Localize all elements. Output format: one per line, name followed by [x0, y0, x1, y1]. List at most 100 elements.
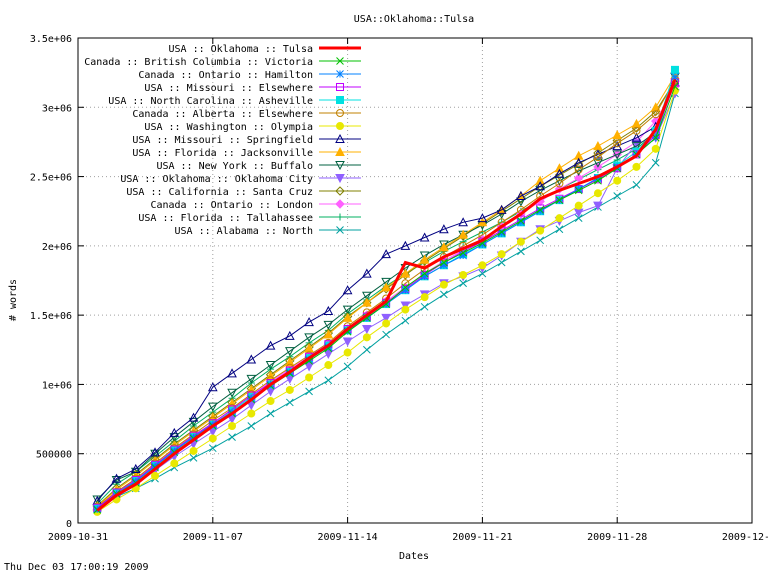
series-point [336, 213, 344, 221]
series-point [496, 204, 507, 214]
series-point [420, 293, 429, 302]
series-point [247, 409, 256, 418]
series-point [439, 242, 449, 252]
series-point [170, 447, 179, 455]
legend-label: USA :: Florida :: Jacksonville [132, 148, 313, 159]
series-point [555, 225, 564, 234]
series-point [612, 135, 622, 146]
y-tick-label: 500000 [36, 450, 72, 461]
series-point [555, 196, 564, 204]
y-axis-label: # words [8, 279, 19, 321]
series-point [401, 286, 410, 295]
series-point [284, 347, 295, 357]
series-point [458, 217, 468, 227]
series-point [336, 122, 344, 130]
series-point [336, 57, 344, 65]
series-point [335, 133, 345, 143]
series-point [535, 186, 546, 196]
series-point [227, 388, 237, 398]
legend-label: USA :: Missouri :: Springfield [132, 135, 313, 146]
series-point [477, 213, 488, 223]
series-point [336, 226, 344, 234]
series-point [189, 454, 198, 462]
legend-label: Canada :: British Columbia :: Victoria [84, 57, 313, 68]
series-point [536, 207, 545, 216]
series-point [285, 398, 294, 407]
legend-entry: USA :: North Carolina :: Asheville [108, 96, 361, 107]
y-tick-label: 3.5e+06 [30, 34, 72, 45]
series-point [574, 214, 583, 222]
series-point [336, 70, 344, 78]
legend-label: USA :: California :: Santa Cruz [126, 187, 313, 198]
series-point [188, 417, 199, 427]
series-point [335, 174, 345, 184]
series-line [96, 79, 677, 512]
grid-lines [78, 38, 752, 523]
legend-entry: USA :: Oklahoma :: Oklahoma City [120, 174, 361, 185]
series-point [401, 316, 410, 325]
series-point [247, 422, 256, 430]
series-point [419, 251, 430, 261]
series-point [188, 412, 199, 422]
series-point [382, 330, 390, 339]
x-tick-label: 2009-11-07 [183, 532, 243, 543]
series-point [228, 433, 236, 441]
legend-entry: USA :: Florida :: Tallahassee [138, 213, 361, 224]
legend-label: USA :: New York :: Buffalo [156, 161, 313, 172]
legend-entry: USA :: Oklahoma :: Tulsa [169, 44, 361, 55]
series-point [323, 320, 334, 330]
legend-label: USA :: Florida :: Tallahassee [138, 213, 313, 224]
series-point [651, 133, 660, 142]
series-point [535, 181, 546, 191]
render-timestamp: Thu Dec 03 17:00:19 2009 [4, 562, 149, 573]
y-tick-label: 0 [66, 519, 72, 530]
series-point [335, 186, 345, 196]
series-point [497, 258, 506, 267]
legend-entry: Canada :: Ontario :: London [150, 199, 361, 211]
series-point [246, 354, 257, 364]
series-point [612, 150, 623, 160]
series-line [96, 76, 676, 500]
legend-label: USA :: Missouri :: Elsewhere [144, 83, 313, 94]
series-point [536, 205, 545, 214]
series-point [362, 333, 371, 342]
series-point [342, 312, 353, 322]
series-point [284, 357, 295, 367]
legend-entry: USA :: New York :: Buffalo [156, 161, 361, 172]
series-point [400, 268, 411, 278]
series-point [420, 272, 429, 281]
series-point [305, 373, 314, 382]
series-point [170, 459, 179, 468]
series-point [671, 72, 679, 81]
y-tick-label: 2e+06 [42, 242, 72, 253]
legend-label: Canada :: Ontario :: London [150, 200, 313, 211]
series-point [497, 250, 506, 259]
series-point [131, 477, 140, 486]
series-point [189, 433, 198, 441]
x-tick-label: 2009-12-05 [722, 532, 768, 543]
series-point [593, 153, 602, 162]
x-tick-label: 2009-11-14 [317, 532, 377, 543]
series-point [439, 224, 449, 234]
series-point [381, 282, 391, 292]
series-point [631, 142, 642, 152]
series-point [342, 305, 353, 315]
series-point [439, 240, 449, 250]
series-line [96, 82, 676, 502]
series-point [246, 374, 257, 384]
series-point [208, 444, 217, 453]
legend-label: USA :: Washington :: Olympia [144, 122, 313, 133]
series-point [459, 279, 467, 288]
legend-entry: USA :: Alabama :: North [175, 226, 361, 237]
series-point [516, 237, 525, 246]
series-layer [92, 65, 680, 516]
series-point [632, 162, 641, 171]
series-point [189, 446, 198, 455]
series-point [440, 290, 448, 299]
legend-label: USA :: North Carolina :: Asheville [108, 96, 313, 107]
series-point [285, 385, 294, 394]
series-point [150, 447, 160, 457]
series-point [335, 146, 345, 156]
